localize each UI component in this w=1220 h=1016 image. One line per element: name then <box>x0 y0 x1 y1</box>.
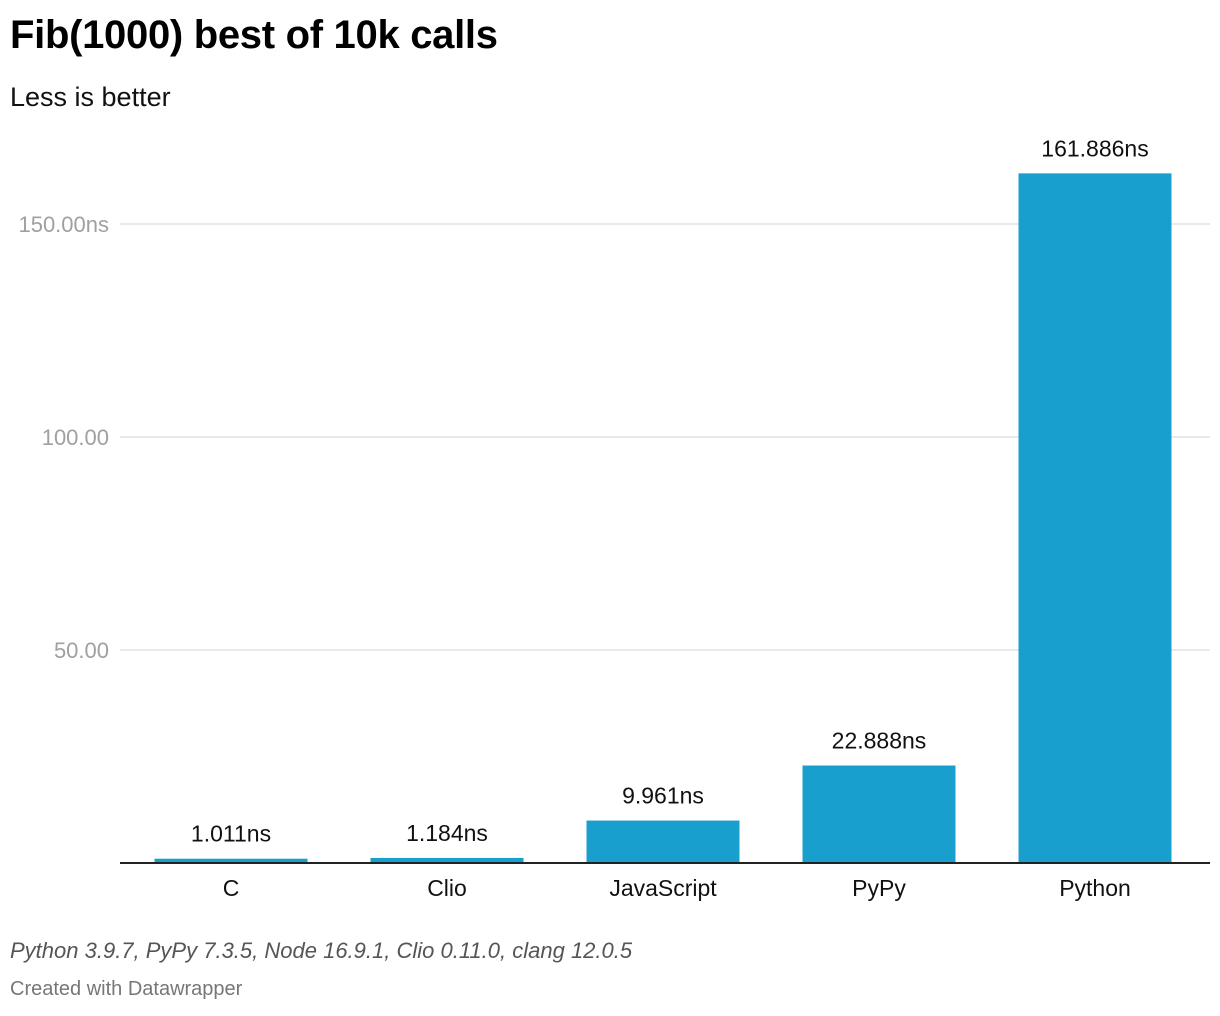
bar-value-label: 1.184ns <box>406 820 488 846</box>
bars: 1.011ns C 1.184ns Clio 9.961ns JavaScript 22.8… <box>154 135 1172 901</box>
bar-value-label: 22.888ns <box>832 727 927 753</box>
bar <box>1018 173 1172 863</box>
chart-notes: Python 3.9.7, PyPy 7.3.5, Node 16.9.1, C… <box>10 938 633 963</box>
x-category-label: JavaScript <box>609 875 717 901</box>
chart-title: Fib(1000) best of 10k calls <box>10 13 498 57</box>
bar-value-label: 1.011ns <box>191 821 271 847</box>
y-tick-label: 100.00 <box>42 425 109 450</box>
bar-chart: 50.00 100.00 150.00ns 1.011ns C 1.184ns Clio 9… <box>18 135 1210 901</box>
bar <box>370 857 524 863</box>
bar <box>586 820 740 863</box>
x-category-label: PyPy <box>852 875 906 901</box>
y-tick-label: 50.00 <box>54 638 109 663</box>
bar <box>802 765 956 863</box>
bar <box>154 858 308 863</box>
x-category-label: Python <box>1059 875 1131 901</box>
x-category-label: C <box>223 875 240 901</box>
bar-value-label: 161.886ns <box>1041 135 1148 161</box>
y-tick-label: 150.00ns <box>18 212 109 237</box>
bar-value-label: 9.961ns <box>622 783 704 809</box>
chart-subtitle: Less is better <box>10 82 171 112</box>
datawrapper-credit: Created with Datawrapper <box>10 978 243 1000</box>
x-category-label: Clio <box>427 875 467 901</box>
